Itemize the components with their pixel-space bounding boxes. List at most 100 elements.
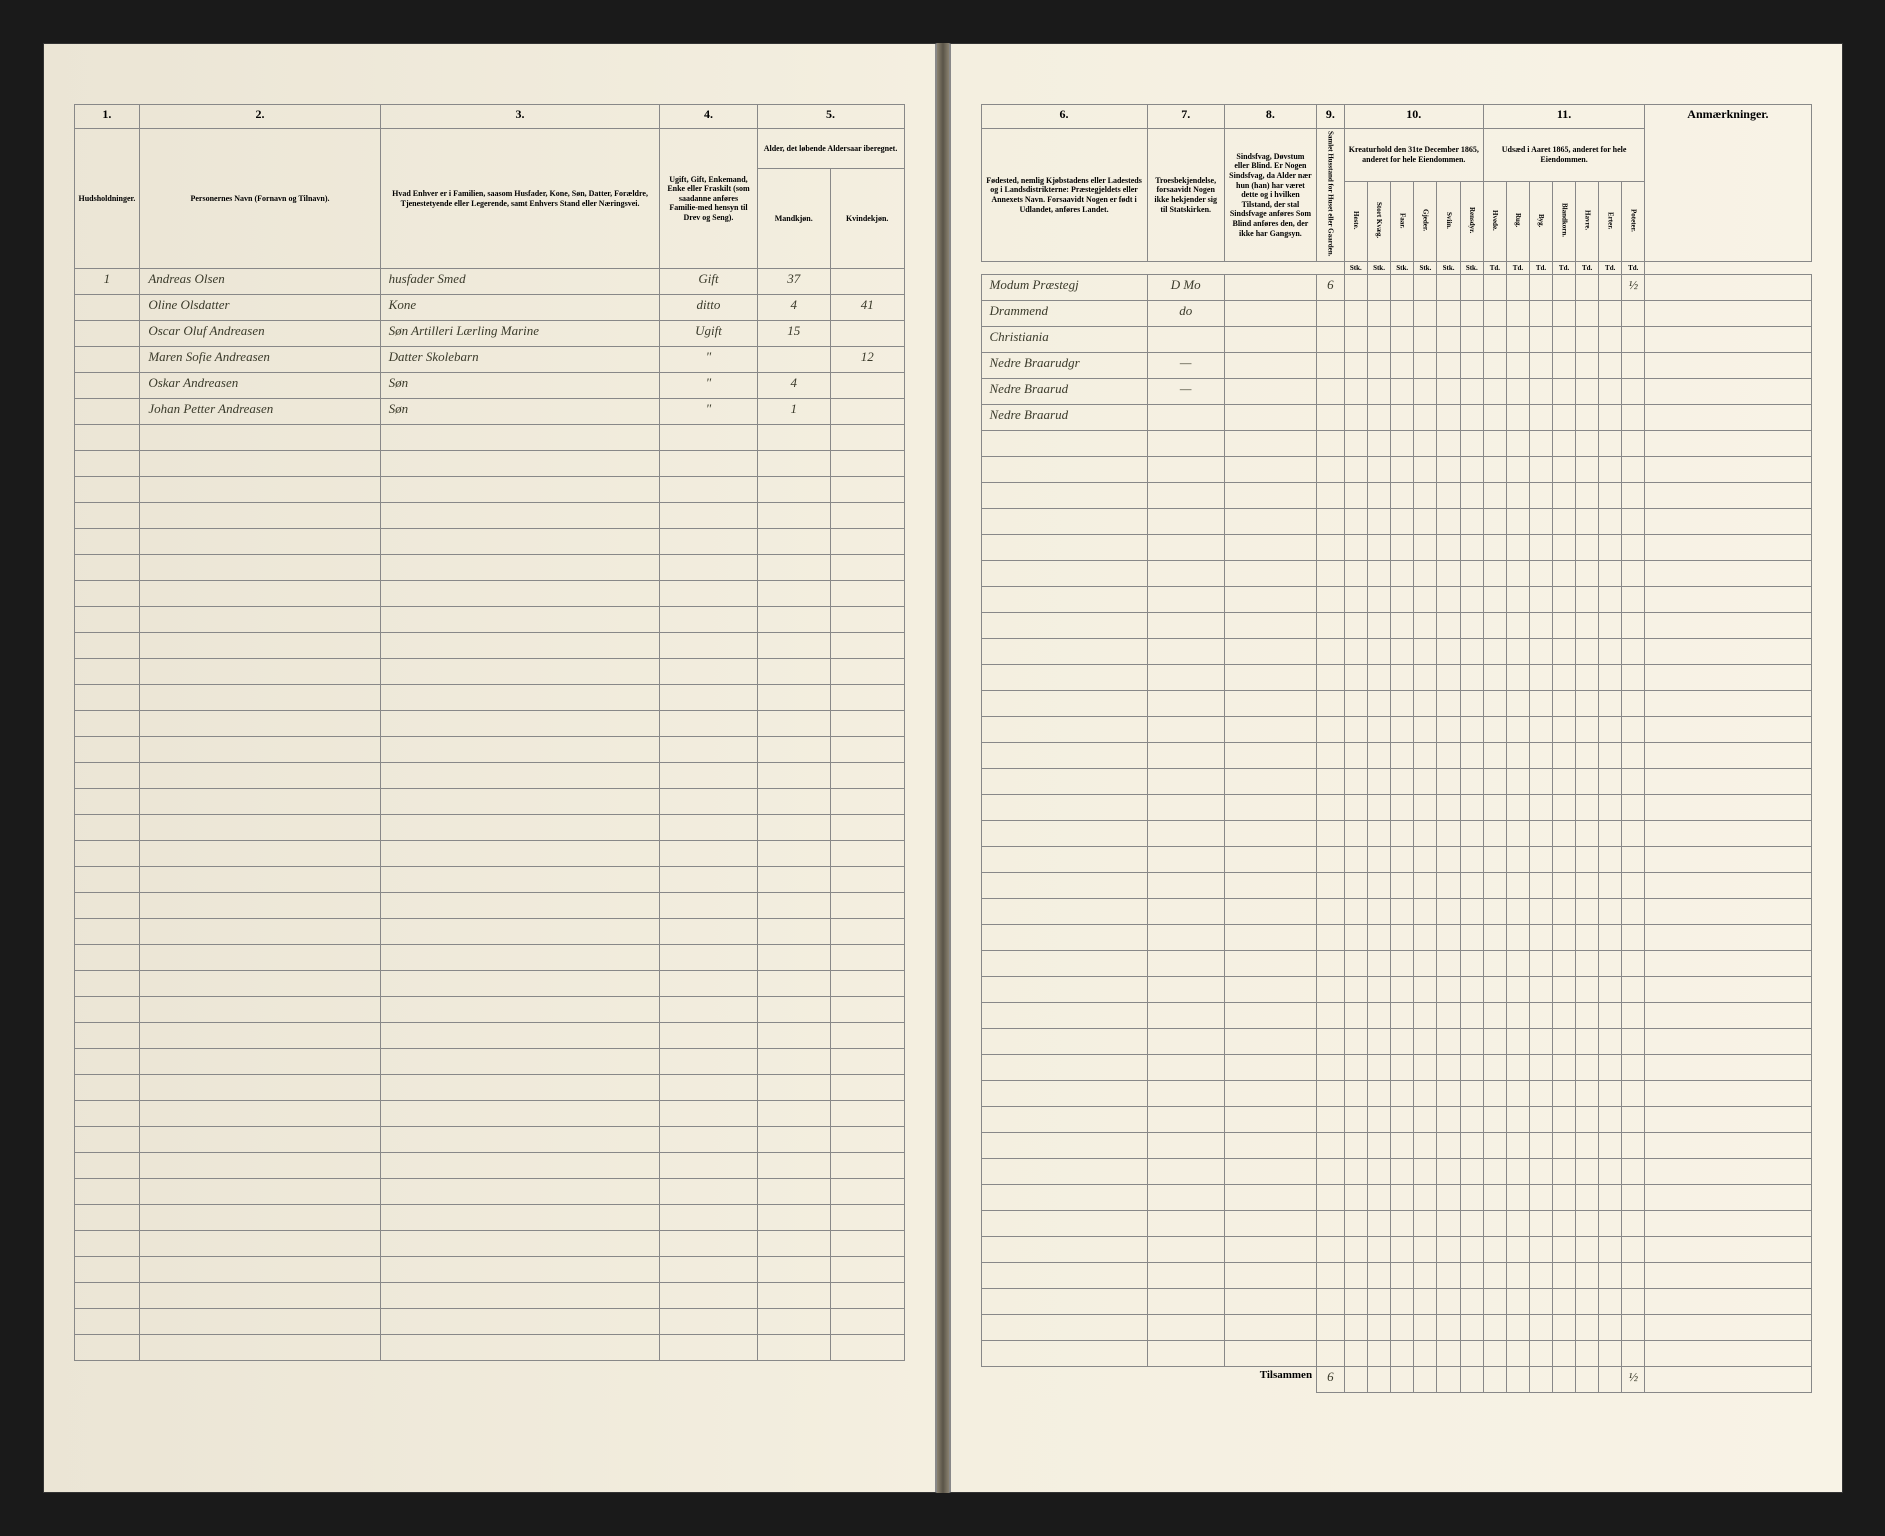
table-row: Drammend do: [981, 300, 1811, 326]
table-row: [981, 430, 1811, 456]
header-remarks: Anmærkninger.: [1645, 105, 1811, 262]
header-male: Mandkjøn.: [757, 169, 830, 269]
right-table-body: Modum Præstegj D Mo 6½Drammend do Christ…: [981, 274, 1811, 1366]
totals-house: 6: [1317, 1366, 1345, 1392]
table-row: [74, 919, 904, 945]
table-row: [74, 1127, 904, 1153]
table-row: Christiania: [981, 326, 1811, 352]
table-row: [74, 581, 904, 607]
table-row: [981, 1236, 1811, 1262]
table-row: [74, 1335, 904, 1361]
header-female: Kvindekjøn.: [830, 169, 904, 269]
col-num-6: 6.: [981, 105, 1147, 129]
book-spine: [937, 43, 949, 1493]
table-row: [981, 716, 1811, 742]
unit-stk: Stk.: [1391, 261, 1414, 274]
table-row: [981, 1054, 1811, 1080]
totals-seed: ½: [1622, 1366, 1645, 1392]
right-census-table: 6. 7. 8. 9. 10. 11. Anmærkninger. Fødest…: [981, 104, 1812, 1393]
table-row: Oline Olsdatter Kone ditto 4 41: [74, 295, 904, 321]
table-row: Oscar Oluf Andreasen Søn Artilleri Lærli…: [74, 321, 904, 347]
col-num-7: 7.: [1147, 105, 1224, 129]
table-row: Nedre Braarud —: [981, 378, 1811, 404]
left-column-numbers: 1. 2. 3. 4. 5.: [74, 105, 904, 129]
table-row: [981, 742, 1811, 768]
table-row: [74, 763, 904, 789]
table-row: [74, 945, 904, 971]
table-row: [74, 1179, 904, 1205]
unit-stk: Stk.: [1460, 261, 1483, 274]
table-row: [74, 503, 904, 529]
table-row: Oskar Andreasen Søn " 4: [74, 373, 904, 399]
unit-td: Td.: [1576, 261, 1599, 274]
header-household: Hudsholdninger.: [74, 129, 140, 269]
table-row: [74, 1283, 904, 1309]
table-row: [74, 893, 904, 919]
livestock-subheader: Gjeder.: [1414, 182, 1437, 262]
unit-td: Td.: [1622, 261, 1645, 274]
table-row: [74, 477, 904, 503]
left-page: 1. 2. 3. 4. 5. Hudsholdninger. Personern…: [43, 43, 937, 1493]
header-birthplace: Fødested, nemlig Kjøbstadens eller Lades…: [981, 129, 1147, 262]
seed-subheader: Havre.: [1576, 182, 1599, 262]
unit-td: Td.: [1553, 261, 1576, 274]
right-units-row: Stk.Stk.Stk.Stk.Stk.Stk.Td.Td.Td.Td.Td.T…: [981, 261, 1811, 274]
livestock-subheader: Rensdyr.: [1460, 182, 1483, 262]
table-row: [74, 529, 904, 555]
header-faith: Troesbekjendelse, forsaavidt Nogen ikke …: [1147, 129, 1224, 262]
table-row: [74, 555, 904, 581]
unit-stk: Stk.: [1437, 261, 1460, 274]
col-num-2: 2.: [140, 105, 380, 129]
unit-td: Td.: [1483, 261, 1506, 274]
table-row: [981, 898, 1811, 924]
table-row: [981, 690, 1811, 716]
table-row: [74, 425, 904, 451]
table-row: 1 Andreas Olsen husfader Smed Gift 37: [74, 269, 904, 295]
livestock-subheader: Stort Kvæg.: [1367, 182, 1390, 262]
table-row: [74, 1205, 904, 1231]
table-row: [74, 1309, 904, 1335]
table-row: [74, 841, 904, 867]
table-row: [981, 1340, 1811, 1366]
totals-row: Tilsammen 6 ½: [981, 1366, 1811, 1392]
table-row: [74, 1257, 904, 1283]
table-row: [981, 976, 1811, 1002]
table-row: [981, 820, 1811, 846]
table-row: [981, 456, 1811, 482]
unit-stk: Stk.: [1344, 261, 1367, 274]
table-row: [74, 867, 904, 893]
right-page: 6. 7. 8. 9. 10. 11. Anmærkninger. Fødest…: [949, 43, 1843, 1493]
table-row: [74, 815, 904, 841]
table-row: [74, 1101, 904, 1127]
seed-subheader: Rug.: [1506, 182, 1529, 262]
header-role: Hvad Enhver er i Familien, saasom Husfad…: [380, 129, 660, 269]
table-row: [981, 1288, 1811, 1314]
seed-subheader: Byg.: [1529, 182, 1552, 262]
table-row: [74, 971, 904, 997]
seed-subheader: Poteter.: [1622, 182, 1645, 262]
table-row: [74, 1153, 904, 1179]
header-condition: Sindsfvag, Døvstum eller Blind. Er Nogen…: [1224, 129, 1316, 262]
table-row: [981, 794, 1811, 820]
table-row: [981, 872, 1811, 898]
table-row: [74, 633, 904, 659]
table-row: [981, 1314, 1811, 1340]
table-row: [981, 1002, 1811, 1028]
table-row: Modum Præstegj D Mo 6½: [981, 274, 1811, 300]
right-column-numbers: 6. 7. 8. 9. 10. 11. Anmærkninger.: [981, 105, 1811, 129]
table-row: [74, 997, 904, 1023]
col-num-4: 4.: [660, 105, 757, 129]
unit-stk: Stk.: [1367, 261, 1390, 274]
livestock-subheader: Sviin.: [1437, 182, 1460, 262]
col-num-11: 11.: [1483, 105, 1644, 129]
table-row: [981, 534, 1811, 560]
header-age: Alder, det løbende Aldersaar iberegnet.: [757, 129, 904, 169]
col-num-8: 8.: [1224, 105, 1316, 129]
col-num-9: 9.: [1317, 105, 1345, 129]
table-row: Johan Petter Andreasen Søn " 1: [74, 399, 904, 425]
table-row: [981, 1210, 1811, 1236]
table-row: [981, 612, 1811, 638]
census-ledger-book: 1. 2. 3. 4. 5. Hudsholdninger. Personern…: [43, 43, 1843, 1493]
table-row: [74, 737, 904, 763]
seed-subheader: Blandkorn.: [1553, 182, 1576, 262]
